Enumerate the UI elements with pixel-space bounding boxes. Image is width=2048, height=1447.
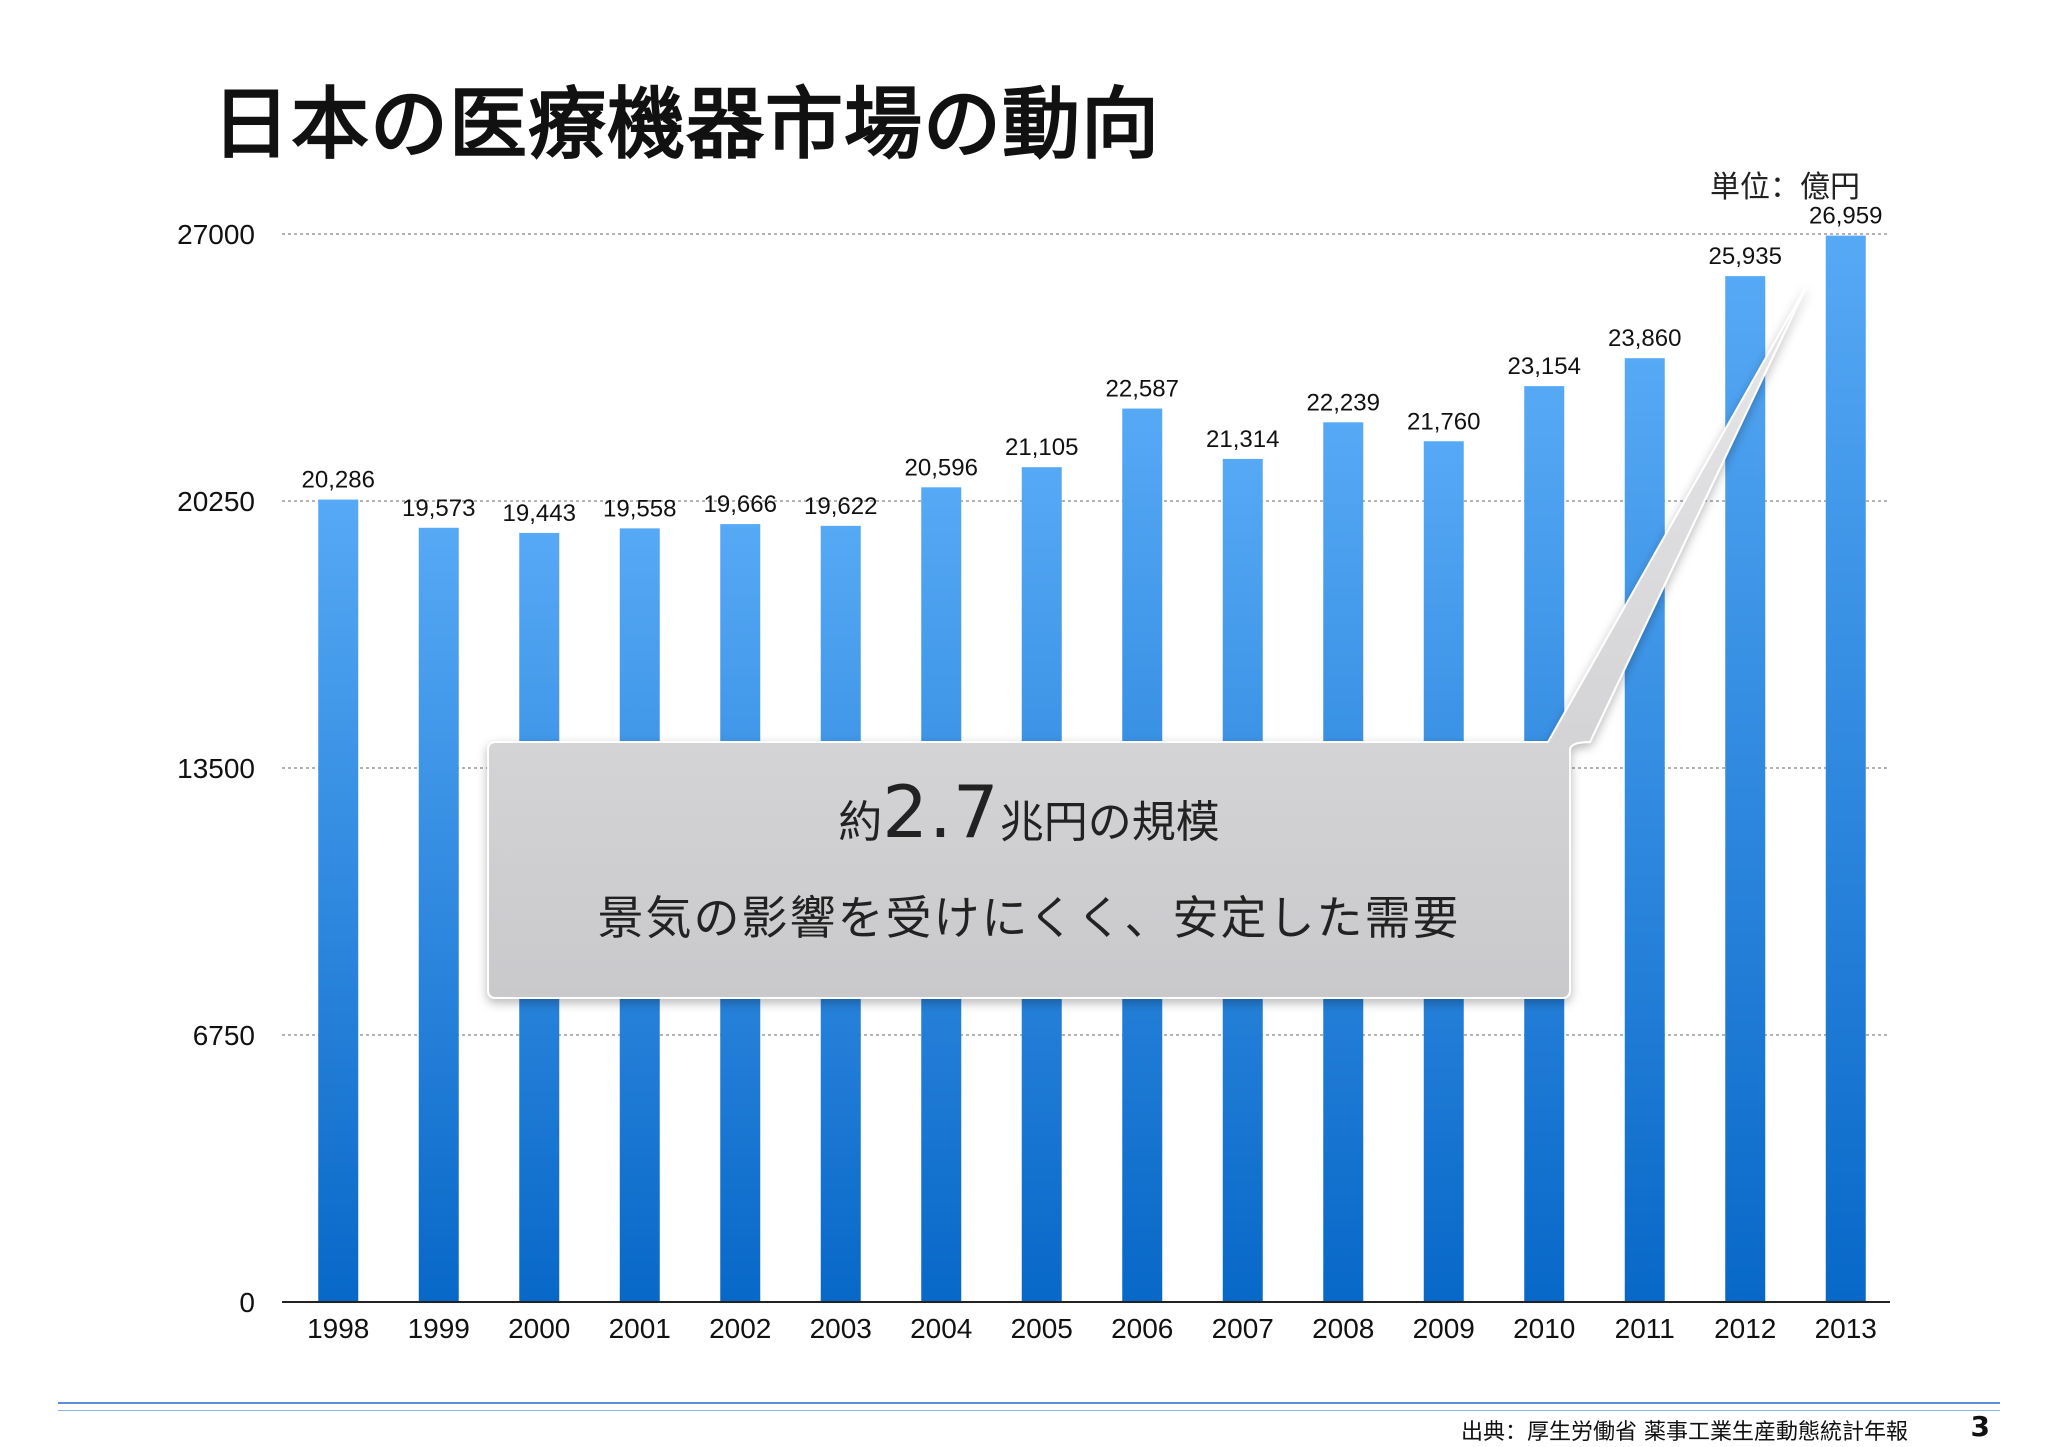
bars <box>318 235 1866 1303</box>
source-note: 出典：厚生労働省 薬事工業生産動態統計年報 <box>1461 1420 1908 1445</box>
x-tick-label: 1998 <box>307 1313 369 1344</box>
data-label-2004: 20,596 <box>905 454 978 481</box>
y-tick-label: 0 <box>239 1287 255 1318</box>
x-tick-label: 2006 <box>1111 1313 1173 1344</box>
data-label-2008: 22,239 <box>1307 389 1380 416</box>
data-label-2011: 23,860 <box>1608 325 1681 352</box>
x-tick-label: 2008 <box>1312 1313 1374 1344</box>
x-tick-label: 2011 <box>1615 1313 1675 1344</box>
data-label-2013: 26,959 <box>1809 203 1882 230</box>
page-number: 3 <box>1970 1410 1990 1443</box>
callout-prefix: 約 <box>838 797 883 848</box>
bar-1999 <box>418 527 459 1302</box>
footer-divider-thin <box>58 1410 2000 1411</box>
bar-1998 <box>318 499 359 1302</box>
y-tick-label: 13500 <box>177 753 255 784</box>
x-tick-label: 2001 <box>609 1313 671 1344</box>
y-tick-label: 27000 <box>177 219 255 250</box>
x-tick-label: 2012 <box>1714 1313 1776 1344</box>
bar-2011 <box>1624 358 1665 1302</box>
data-label-1998: 20,286 <box>302 467 375 494</box>
data-labels: 20,286 19,573 19,443 19,558 19,666 19,622 20,5… <box>302 203 1883 527</box>
page-title: 日本の医療機器市場の動向 <box>212 80 1161 170</box>
data-label-2000: 19,443 <box>503 500 576 527</box>
x-tick-label: 2009 <box>1413 1313 1475 1344</box>
data-label-2010: 23,154 <box>1508 353 1581 380</box>
callout-shape <box>487 286 1807 999</box>
data-label-2012: 25,935 <box>1709 243 1782 270</box>
data-label-2002: 19,666 <box>704 491 777 518</box>
data-label-2003: 19,622 <box>804 493 877 520</box>
bar-2012 <box>1725 276 1766 1302</box>
callout-box: 約2.7兆円の規模 景気の影響を受けにくく、安定した需要 <box>487 286 1807 999</box>
callout-big-number: 2.7 <box>882 770 1000 854</box>
data-label-2007: 21,314 <box>1206 426 1279 453</box>
x-tick-label: 2013 <box>1815 1313 1877 1344</box>
bar-2013 <box>1825 235 1866 1302</box>
y-tick-label: 6750 <box>193 1020 255 1051</box>
data-label-1999: 19,573 <box>402 495 475 522</box>
x-tick-label: 2010 <box>1513 1313 1575 1344</box>
x-tick-label: 2004 <box>910 1313 972 1344</box>
data-label-2009: 21,760 <box>1407 408 1480 435</box>
data-label-2005: 21,105 <box>1005 434 1078 461</box>
x-tick-label: 1999 <box>408 1313 470 1344</box>
y-tick-label: 20250 <box>177 486 255 517</box>
axes: 0 6750 13500 20250 27000 1998 1999 2000 2001 2002… <box>177 219 1890 1344</box>
footer-divider <box>58 1402 2000 1404</box>
callout-headline: 約2.7兆円の規模 <box>488 770 1570 854</box>
x-tick-label: 2002 <box>709 1313 771 1344</box>
callout-subtext: 景気の影響を受けにくく、安定した需要 <box>597 891 1461 945</box>
x-tick-label: 2003 <box>810 1313 872 1344</box>
data-label-2001: 19,558 <box>603 495 676 522</box>
callout-suffix: 兆円の規模 <box>999 797 1220 848</box>
x-tick-label: 2000 <box>508 1313 570 1344</box>
x-tick-label: 2005 <box>1011 1313 1073 1344</box>
x-tick-label: 2007 <box>1212 1313 1274 1344</box>
unit-label: 単位：億円 <box>1710 170 1860 205</box>
data-label-2006: 22,587 <box>1106 376 1179 403</box>
